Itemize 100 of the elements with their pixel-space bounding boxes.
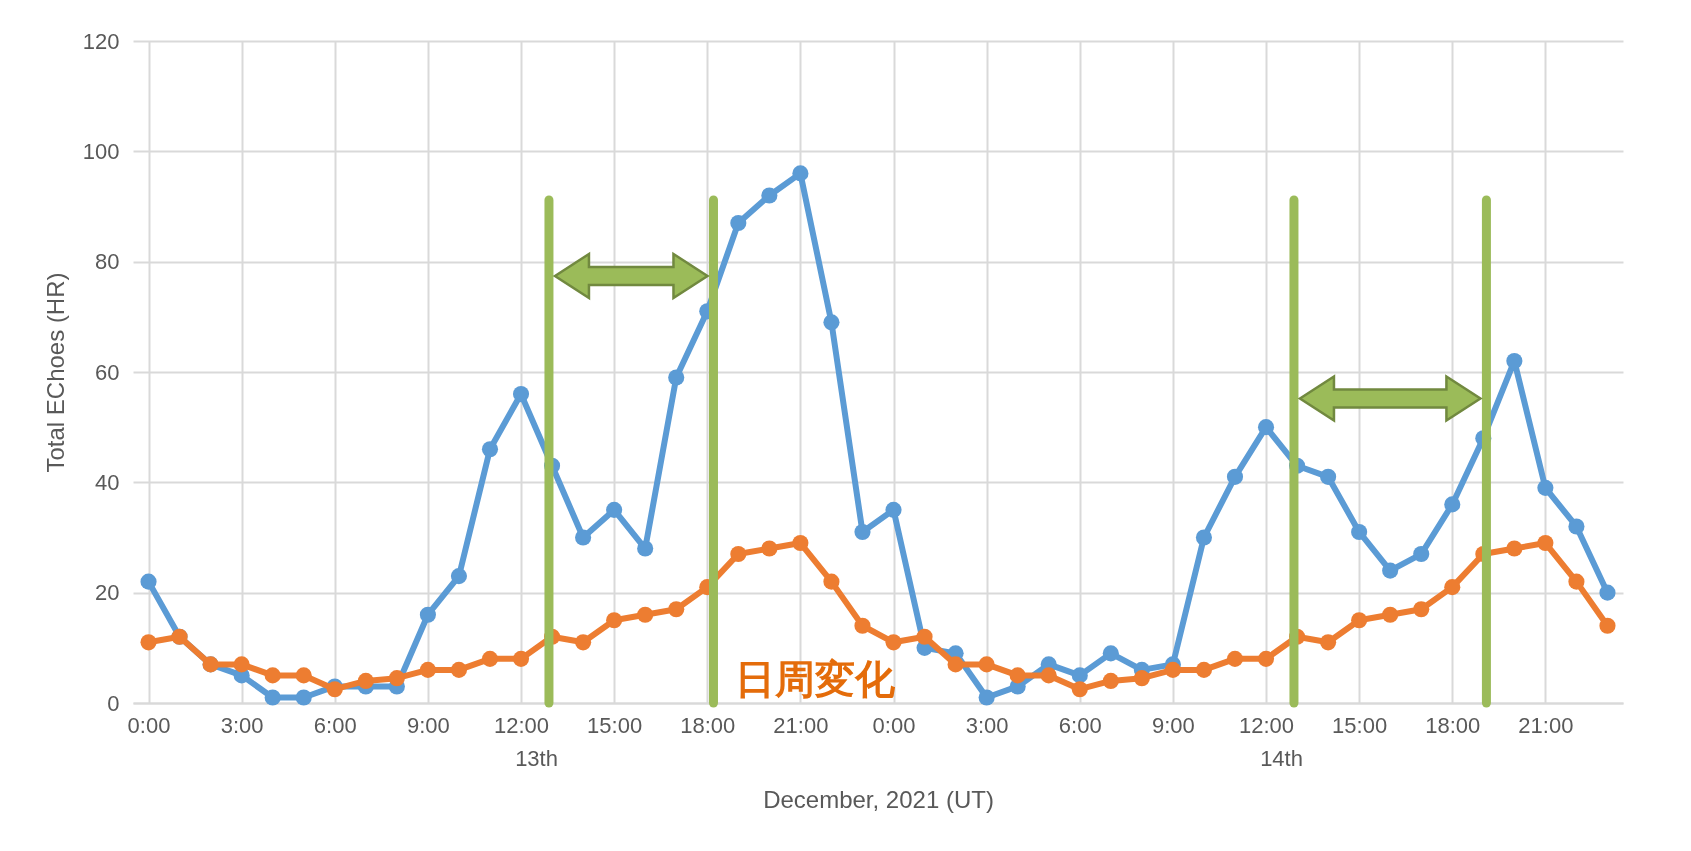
point xyxy=(1599,617,1616,634)
point xyxy=(1537,534,1554,552)
point xyxy=(761,187,778,204)
x-tick-label: 15:00 xyxy=(587,712,643,738)
point xyxy=(1071,667,1088,684)
point xyxy=(1506,352,1523,370)
point xyxy=(575,529,592,546)
point xyxy=(233,656,250,673)
point xyxy=(1382,606,1399,623)
x-tick-label: 0:00 xyxy=(127,712,171,738)
point xyxy=(1599,584,1616,601)
point xyxy=(637,540,654,557)
point xyxy=(450,661,467,678)
point xyxy=(730,215,747,232)
point xyxy=(512,650,530,667)
point xyxy=(140,634,157,651)
x-tick-label: 12:00 xyxy=(1238,712,1295,738)
point xyxy=(854,523,871,541)
point xyxy=(668,369,685,386)
point xyxy=(885,634,902,651)
point xyxy=(916,628,933,645)
point xyxy=(823,314,840,331)
x-tick-label: 3:00 xyxy=(220,712,264,738)
x-tick-label: 9:00 xyxy=(1151,712,1195,738)
point xyxy=(885,501,902,518)
point xyxy=(1413,546,1430,563)
point xyxy=(1444,496,1461,513)
point xyxy=(140,573,157,590)
point xyxy=(512,386,530,403)
x-tick-label: 0:00 xyxy=(872,712,916,738)
point xyxy=(1102,672,1119,689)
y-tick-label: 40 xyxy=(95,469,120,495)
point xyxy=(1506,540,1523,557)
point xyxy=(1351,523,1368,541)
y-tick-label: 100 xyxy=(82,138,120,164)
point xyxy=(792,534,809,552)
point xyxy=(761,540,778,557)
x-tick-label: 15:00 xyxy=(1332,712,1388,738)
point xyxy=(606,612,623,629)
point xyxy=(264,689,281,706)
point xyxy=(1195,661,1212,678)
point xyxy=(357,672,374,689)
point xyxy=(1413,601,1430,618)
point xyxy=(637,606,654,623)
y-tick-label: 20 xyxy=(95,580,120,606)
point xyxy=(575,634,592,651)
y-tick-label: 80 xyxy=(95,249,120,275)
point xyxy=(978,689,995,706)
point xyxy=(1320,634,1337,651)
point xyxy=(1382,562,1399,579)
x-tick-label: 18:00 xyxy=(680,712,736,738)
point xyxy=(668,601,685,618)
point xyxy=(264,667,281,684)
x-tick-label: 12:00 xyxy=(493,712,550,738)
x-axis-title: December, 2021 (UT) xyxy=(763,785,994,813)
x-tick-label: 21:00 xyxy=(773,712,829,738)
point xyxy=(1351,612,1368,629)
point xyxy=(1444,579,1461,596)
x-tick-label: 9:00 xyxy=(406,712,450,738)
x-tick-label: 3:00 xyxy=(965,712,1009,738)
x-tick-label: 18:00 xyxy=(1425,712,1481,738)
point xyxy=(854,617,871,634)
point xyxy=(1226,468,1244,485)
point xyxy=(823,573,840,590)
y-axis-title: Total EChoes (HR) xyxy=(41,272,69,473)
point xyxy=(606,501,623,518)
point xyxy=(1071,681,1088,698)
point xyxy=(1133,670,1150,687)
point xyxy=(1568,518,1585,535)
point xyxy=(1164,661,1181,678)
point xyxy=(481,650,499,667)
point xyxy=(1320,468,1337,485)
point xyxy=(1102,645,1119,662)
point xyxy=(1040,667,1057,684)
point xyxy=(419,606,436,623)
x-tick-label: 6:00 xyxy=(313,712,357,738)
y-tick-label: 120 xyxy=(82,28,120,54)
point xyxy=(1009,667,1026,684)
point xyxy=(295,667,312,684)
point xyxy=(1568,573,1585,590)
text: 14th xyxy=(1260,746,1303,771)
point xyxy=(419,661,436,678)
point xyxy=(730,546,747,563)
point xyxy=(388,670,405,687)
point xyxy=(1226,650,1244,667)
text: 13th xyxy=(515,746,558,771)
point xyxy=(481,441,499,458)
point xyxy=(450,568,467,585)
x-tick-label: 6:00 xyxy=(1058,712,1102,738)
y-tick-label: 0 xyxy=(107,690,120,716)
x-tick-label: 21:00 xyxy=(1518,712,1574,738)
point xyxy=(1537,479,1554,496)
point xyxy=(1257,650,1275,667)
point xyxy=(978,656,995,673)
point xyxy=(947,656,964,673)
point xyxy=(792,165,809,182)
annotation: 日周変化 xyxy=(735,656,897,702)
point xyxy=(1257,419,1275,436)
point xyxy=(1195,529,1212,546)
y-tick-label: 60 xyxy=(95,359,120,385)
